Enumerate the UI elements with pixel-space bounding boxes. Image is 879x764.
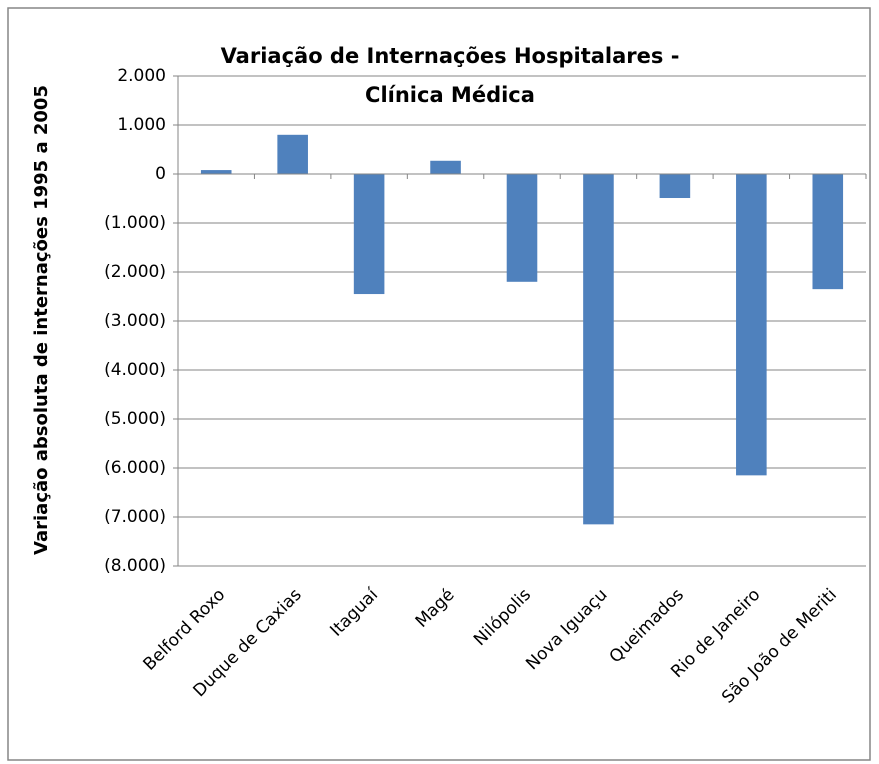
bar <box>430 160 461 174</box>
y-tick-label: (7.000) <box>104 507 166 527</box>
bar <box>200 170 232 174</box>
bar <box>353 174 385 295</box>
y-tick-label: (3.000) <box>104 311 166 331</box>
y-tick-label: 1.000 <box>117 115 166 135</box>
y-tick-label: (2.000) <box>104 262 166 282</box>
y-tick-label: (1.000) <box>104 213 166 233</box>
y-tick-label: (6.000) <box>104 458 166 478</box>
bar <box>659 174 691 199</box>
bar <box>736 174 767 476</box>
bar <box>583 174 614 525</box>
y-tick-label: (8.000) <box>104 556 166 576</box>
bar <box>506 174 538 282</box>
y-tick-label: (4.000) <box>104 360 166 380</box>
bar <box>277 134 308 174</box>
y-tick-label: 0 <box>155 164 166 184</box>
y-tick-label: (5.000) <box>104 409 166 429</box>
y-tick-label: 2.000 <box>117 66 166 86</box>
chart-title: Variação de Internações Hospitalares - C… <box>220 44 680 107</box>
chart-frame <box>7 7 871 761</box>
bar <box>812 174 844 290</box>
y-axis-label: Variação absoluta de internações 1995 a … <box>31 85 52 555</box>
